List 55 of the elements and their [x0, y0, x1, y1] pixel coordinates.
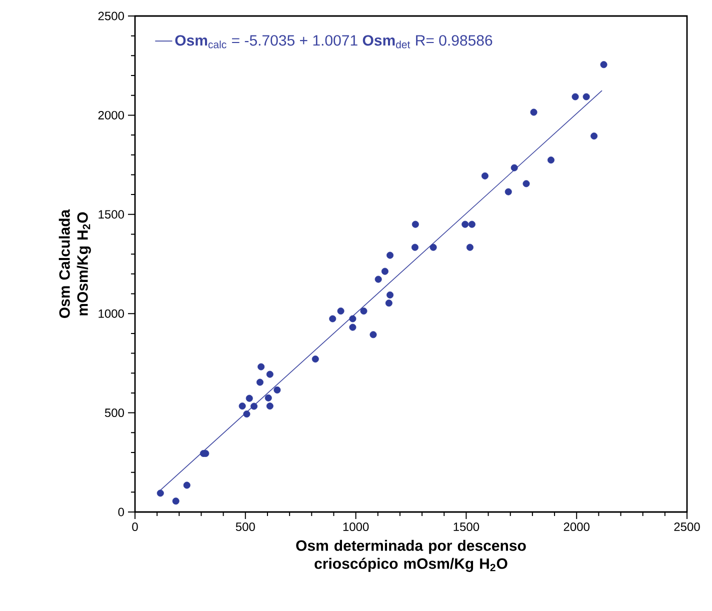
x-tick-label: 2500 — [674, 522, 700, 532]
point — [360, 308, 368, 315]
point — [183, 482, 190, 489]
point — [481, 172, 488, 180]
point — [370, 331, 377, 338]
point — [264, 394, 272, 402]
point — [250, 402, 258, 410]
point — [386, 252, 394, 259]
point — [600, 61, 608, 68]
y-tick-label: 2500 — [98, 12, 124, 20]
point — [466, 244, 474, 251]
point — [411, 244, 418, 251]
point — [312, 356, 319, 363]
point — [582, 93, 590, 100]
point — [266, 370, 274, 378]
point — [374, 276, 382, 283]
point — [572, 93, 579, 100]
point — [504, 188, 512, 196]
point — [522, 180, 530, 188]
y-tick-label: 1000 — [98, 309, 124, 318]
point — [156, 490, 164, 497]
point — [172, 498, 180, 505]
point — [386, 291, 394, 298]
x-axis-title: Osm determinada por descenso crioscópico mOsm/Kg H$_{2}$O — [296, 540, 526, 572]
point — [530, 108, 538, 116]
x-tick-label: 2000 — [564, 522, 590, 532]
point — [246, 394, 253, 402]
y-tick-label: 2000 — [98, 110, 124, 120]
y-tick-label: 500 — [104, 408, 124, 418]
y-tick-label: 0 — [118, 508, 124, 516]
point — [258, 363, 265, 370]
point — [430, 244, 437, 251]
point — [462, 220, 469, 228]
point — [510, 164, 518, 172]
point — [337, 308, 344, 315]
point — [238, 402, 246, 410]
point — [256, 378, 264, 386]
point — [266, 402, 274, 410]
point — [274, 386, 281, 394]
point — [590, 132, 598, 140]
point — [381, 268, 388, 275]
point — [349, 324, 356, 331]
x-tick-label: 1000 — [343, 522, 369, 532]
x-tick-label: 500 — [236, 522, 255, 532]
point — [385, 300, 392, 307]
point — [468, 220, 476, 228]
point — [547, 156, 554, 164]
legend-label: Osm$_{calc}$ = -5.7035 + 1.0071 Osm$_{det}$ R= 0.98586 — [175, 35, 492, 48]
x-tick-label: 0 — [132, 522, 138, 532]
x-tick-label: 1500 — [454, 522, 480, 532]
y-tick-label: 1500 — [98, 210, 124, 219]
point — [329, 315, 336, 322]
point — [243, 410, 250, 418]
point — [349, 315, 356, 322]
point — [412, 220, 419, 228]
